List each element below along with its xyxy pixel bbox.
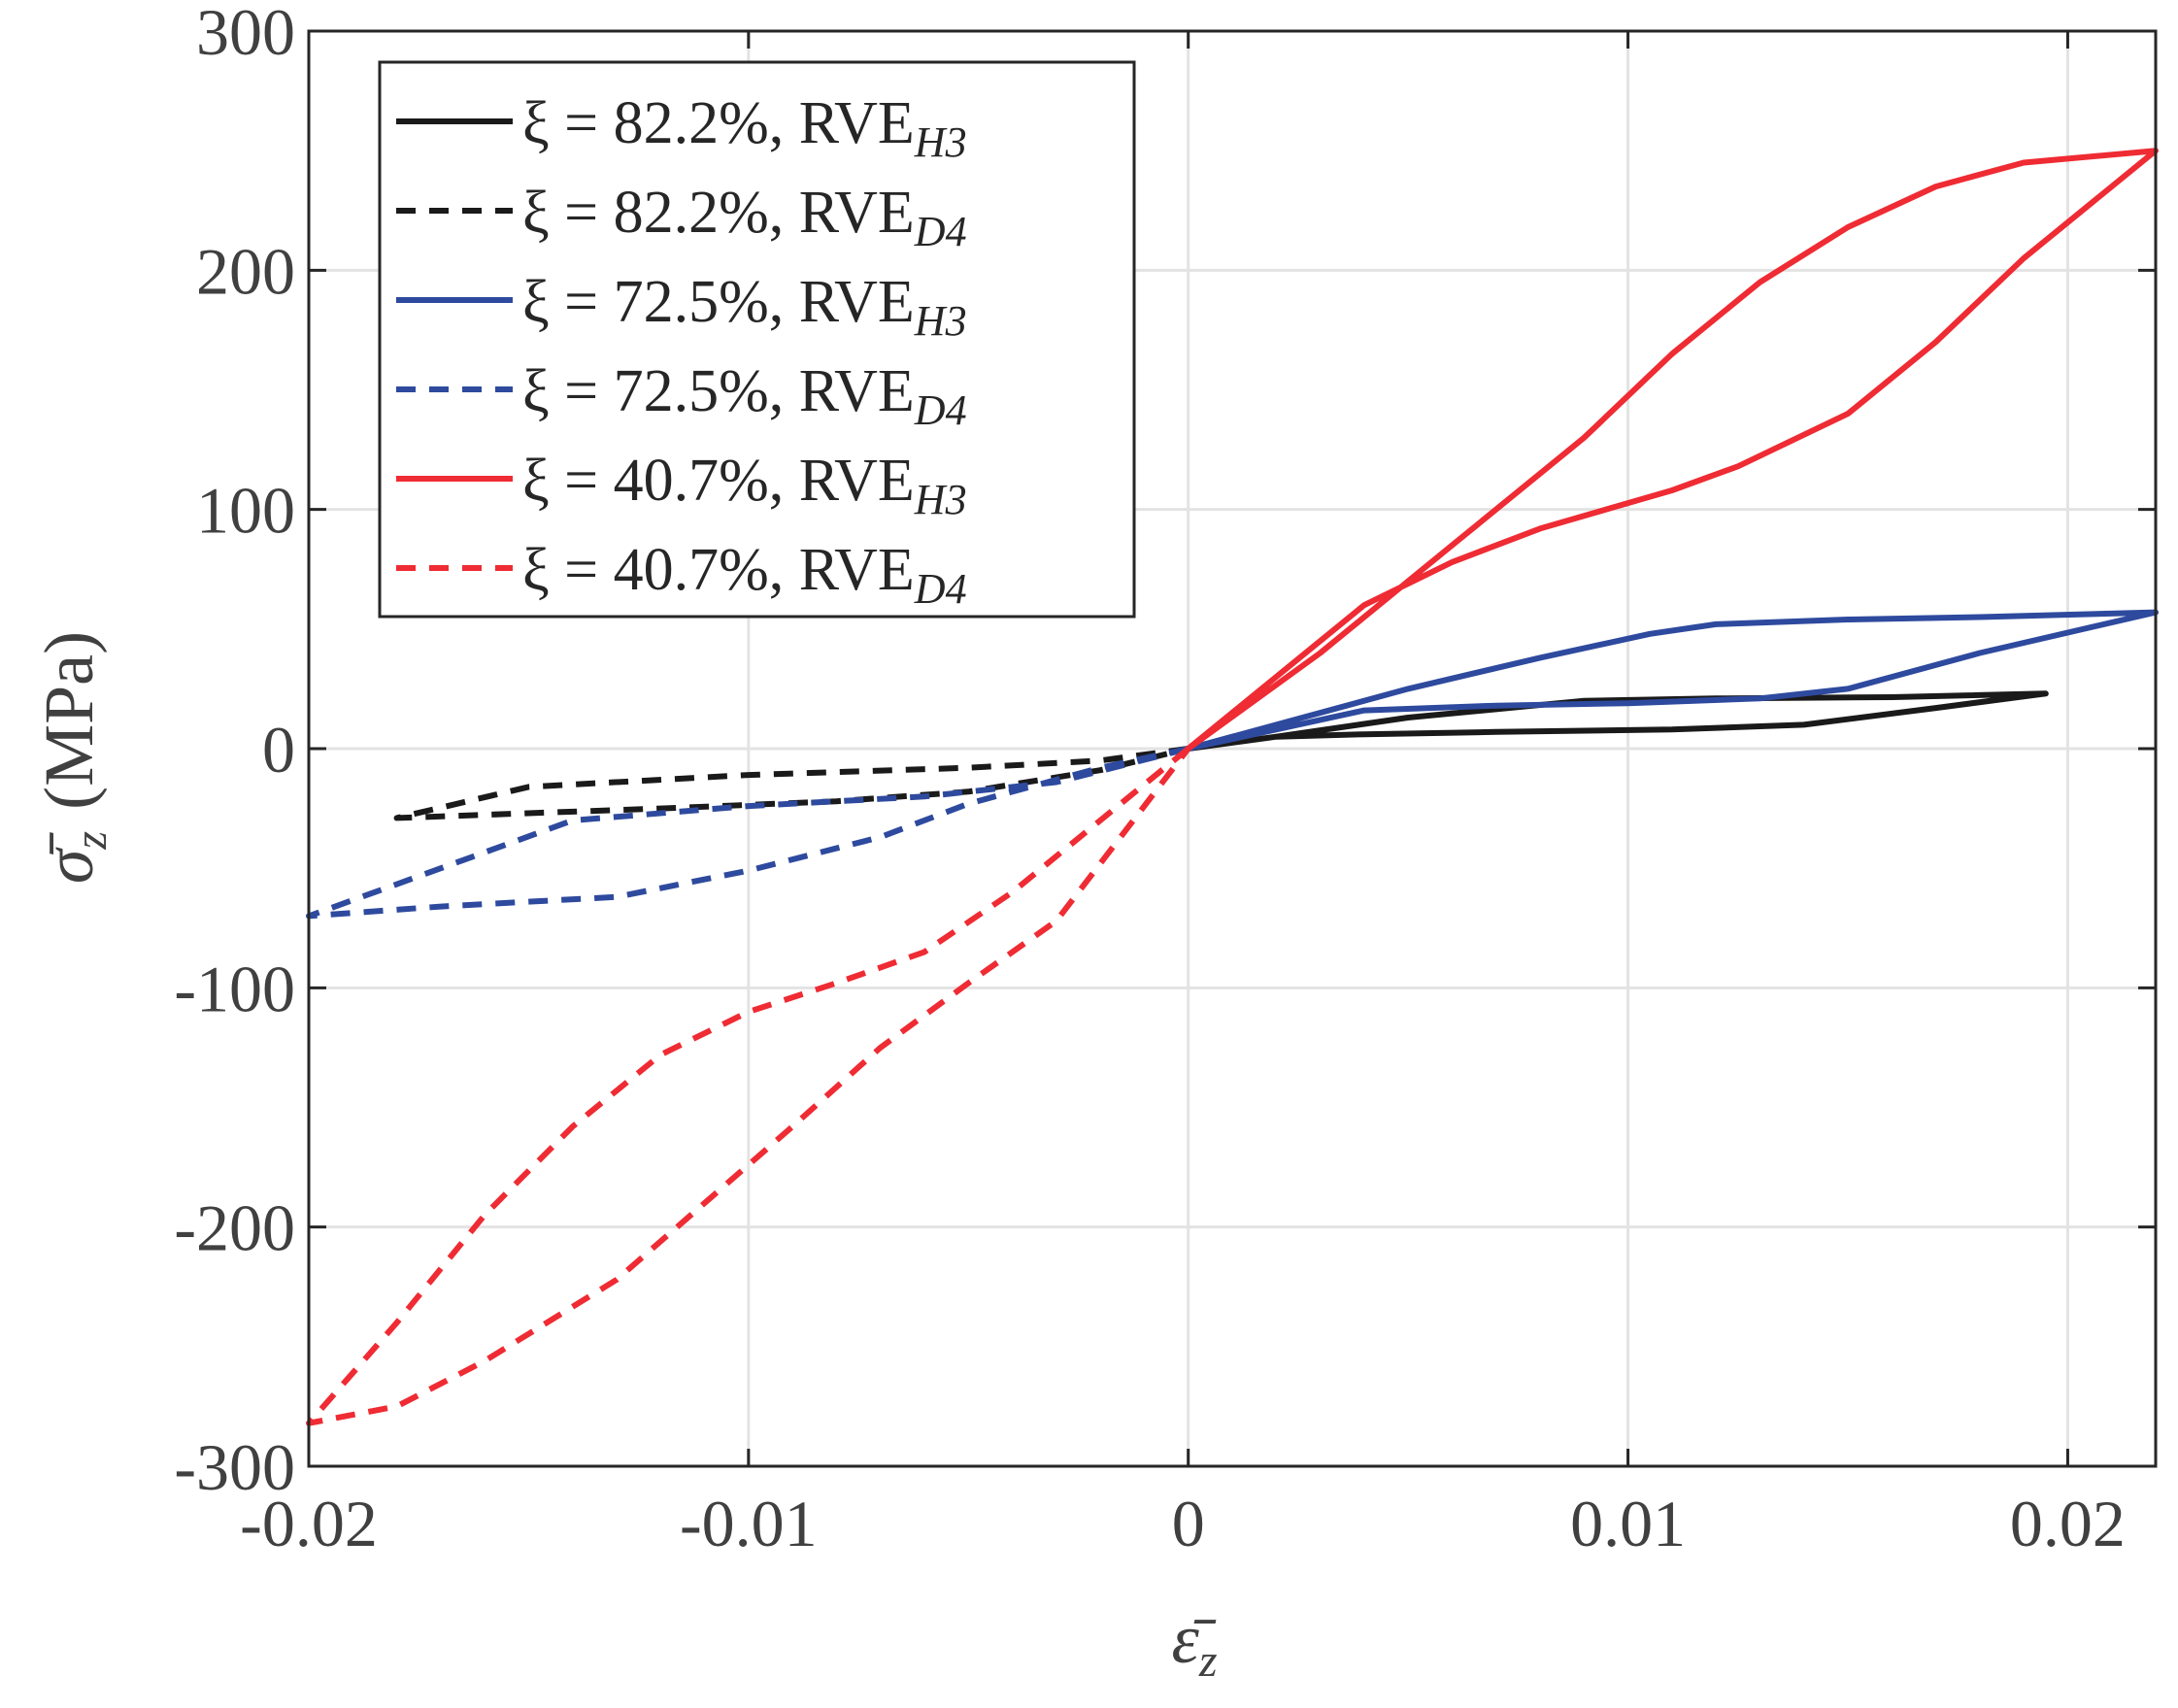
series-line-6	[306, 746, 1191, 1426]
legend-label: ξ = 82.2%, RVED4	[522, 180, 967, 255]
legend-label-subscript: D4	[914, 565, 967, 613]
legend-label: ξ = 82.2%, RVEH3	[522, 90, 967, 166]
legend-entry-4: ξ = 72.5%, RVED4	[396, 358, 967, 434]
series-line-3	[1185, 609, 2159, 752]
y-axis-title: σ̄z(MPa)	[30, 631, 117, 884]
legend-label: ξ = 40.7%, RVED4	[522, 537, 967, 613]
x-axis-title: ε̄z	[1171, 1600, 1217, 1687]
legend-entry-3: ξ = 72.5%, RVEH3	[396, 269, 967, 345]
ticks	[307, 29, 2156, 1468]
legend-entry-6: ξ = 40.7%, RVED4	[396, 537, 967, 613]
x-tick-label: 0.02	[2010, 1487, 2126, 1560]
series-line-4	[306, 746, 1190, 920]
legend-label: ξ = 72.5%, RVED4	[522, 358, 967, 434]
svg-text:σ̄z(MPa): σ̄z(MPa)	[30, 631, 117, 884]
x-tick-label: 0	[1172, 1487, 1205, 1560]
legend-entry-2: ξ = 82.2%, RVED4	[396, 180, 967, 255]
x-axis-title-subscript: z	[1198, 1635, 1218, 1687]
y-tick-label: 300	[196, 0, 295, 69]
legend-label-subscript: D4	[914, 208, 967, 255]
legend-label: ξ = 72.5%, RVEH3	[522, 269, 967, 345]
legend-label-main: ξ = 72.5%, RVE	[522, 269, 915, 335]
y-tick-label: 0	[262, 713, 295, 787]
legend-label-main: ξ = 40.7%, RVE	[522, 537, 915, 603]
y-tick-label: -300	[174, 1430, 295, 1504]
y-tick-label: 100	[196, 474, 295, 548]
legend-label-main: ξ = 82.2%, RVE	[522, 90, 915, 156]
legend-label-subscript: H3	[914, 297, 967, 345]
y-tick-label: -100	[174, 952, 295, 1025]
svg-text:ε̄z: ε̄z	[1171, 1600, 1217, 1687]
y-tick-label: -200	[174, 1191, 295, 1265]
legend-entry-5: ξ = 40.7%, RVEH3	[396, 448, 967, 523]
x-tick-label: 0.01	[1570, 1487, 1686, 1560]
tick-labels: -0.02 -0.01 0 0.01 0.02 -300 -200 -100 0 100 200 30…	[174, 0, 2126, 1560]
legend-entry-1: ξ = 82.2%, RVEH3	[396, 90, 967, 166]
legend-label: ξ = 40.7%, RVEH3	[522, 448, 967, 523]
y-axis-title-subscript: z	[65, 831, 117, 851]
legend-label-main: ξ = 82.2%, RVE	[522, 180, 915, 246]
series-line-1	[1185, 690, 2049, 752]
x-tick-label: -0.02	[240, 1487, 378, 1560]
legend-label-subscript: H3	[914, 118, 967, 166]
series-layer	[306, 148, 2159, 1426]
legend-label-main: ξ = 72.5%, RVE	[522, 358, 915, 424]
y-axis-title-unit: (MPa)	[30, 631, 108, 810]
legend-label-subscript: D4	[914, 386, 967, 434]
legend-label-subscript: H3	[914, 476, 967, 523]
series-line-5	[1185, 148, 2159, 752]
legend-box	[378, 60, 1136, 619]
legend-label-main: ξ = 40.7%, RVE	[522, 448, 915, 514]
x-tick-label: -0.01	[680, 1487, 818, 1560]
y-tick-label: 200	[196, 234, 295, 308]
